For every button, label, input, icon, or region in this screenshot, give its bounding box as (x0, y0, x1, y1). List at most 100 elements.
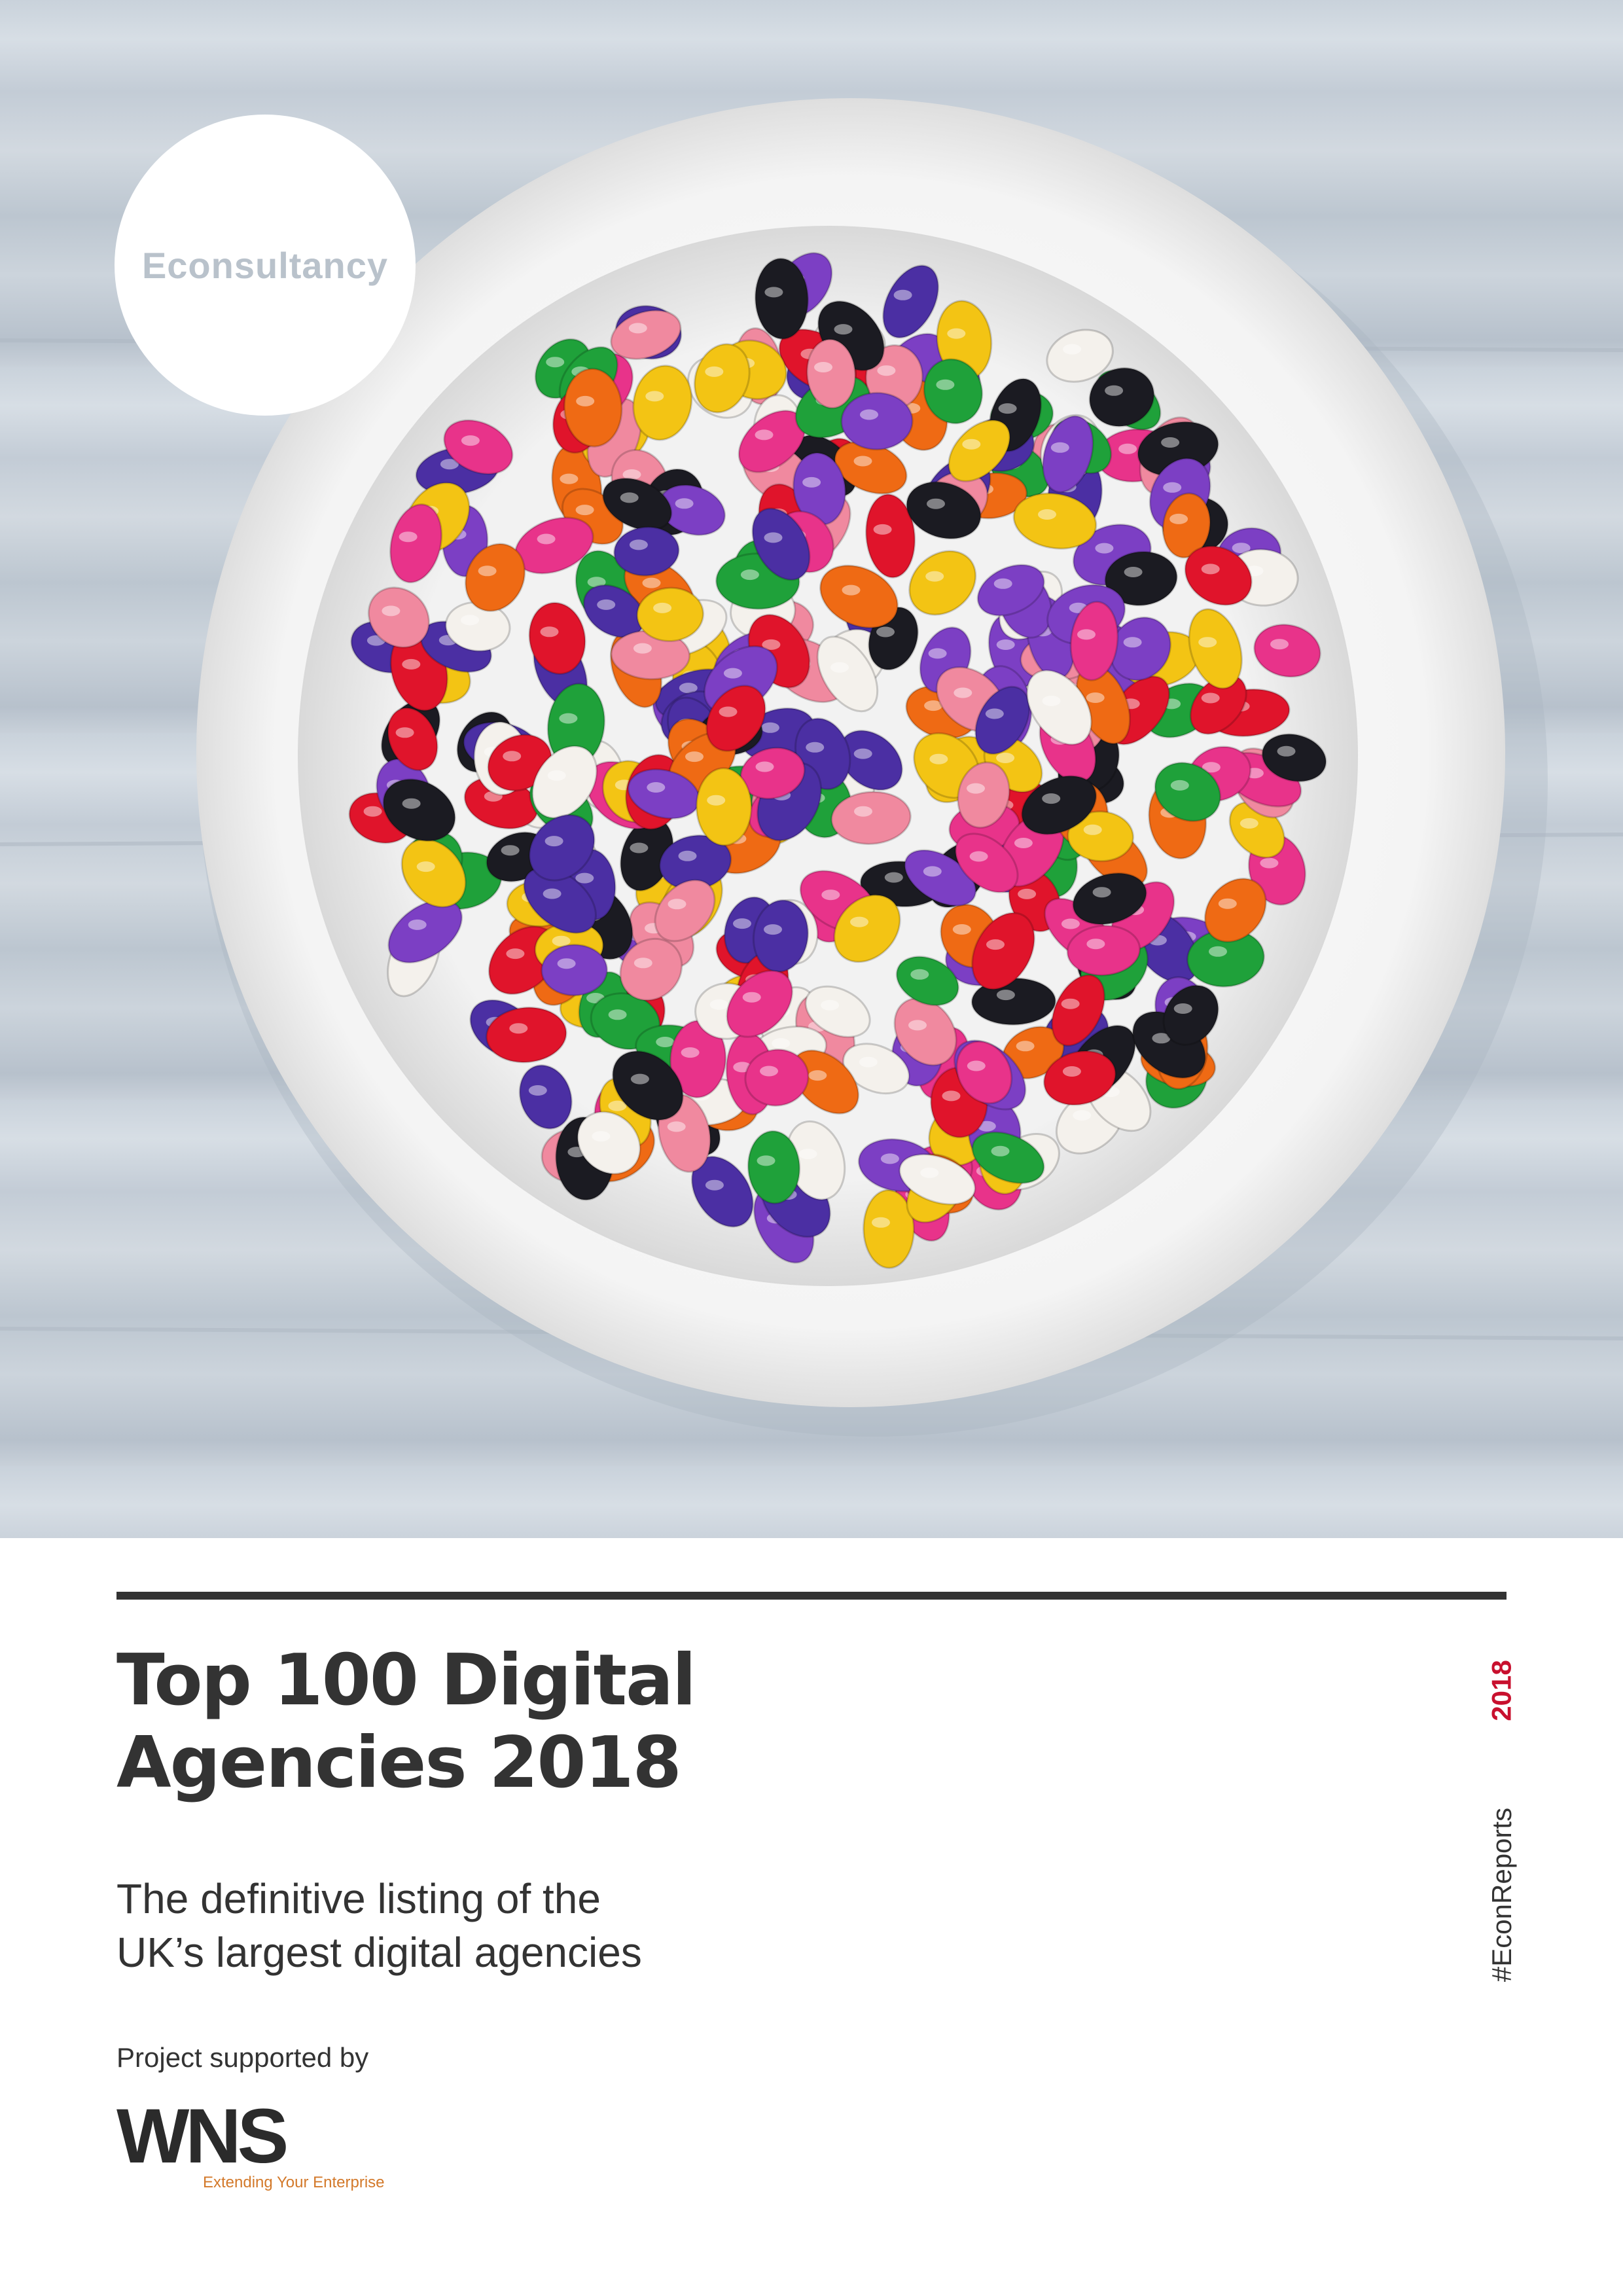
jelly-bean (840, 391, 914, 451)
jelly-bean-highlight (552, 935, 571, 946)
jelly-bean-highlight (872, 1217, 890, 1228)
jelly-bean-highlight (628, 323, 647, 334)
jelly-bean (1104, 550, 1178, 607)
jelly-bean (976, 564, 1045, 617)
jelly-bean (1072, 872, 1147, 925)
jelly-bean-highlight (1260, 857, 1279, 869)
jelly-bean (806, 338, 857, 409)
jelly-bean-highlight (1083, 824, 1102, 835)
jelly-bean (1046, 329, 1114, 383)
jelly-bean-highlight (842, 584, 861, 596)
jelly-bean-highlight (859, 1056, 878, 1067)
jelly-bean (1188, 608, 1243, 690)
jelly-bean-highlight (853, 748, 872, 759)
jelly-bean-highlight (642, 577, 661, 588)
jelly-bean (523, 867, 597, 934)
jelly-bean (955, 1040, 1013, 1105)
jelly-bean (528, 814, 596, 882)
jelly-bean (1189, 674, 1247, 735)
jelly-bean (726, 969, 794, 1038)
jelly-bean (485, 1006, 567, 1064)
side-year-text: 2018 (1486, 1660, 1517, 1721)
jelly-bean (842, 1043, 910, 1095)
jelly-bean-highlight (925, 571, 944, 582)
jelly-bean (1066, 924, 1141, 977)
jelly-bean-highlight (764, 532, 783, 543)
jelly-bean (1026, 669, 1093, 746)
jelly-bean-highlight (908, 1020, 927, 1031)
jelly-bean-highlight (993, 578, 1012, 589)
jelly-bean-highlight (860, 409, 878, 420)
title-line-2: Agencies 2018 (116, 1722, 682, 1804)
jelly-bean-highlight (1042, 793, 1061, 804)
jelly-bean-highlight (382, 605, 401, 617)
jelly-bean-highlight (757, 1155, 776, 1166)
jelly-bean (705, 685, 766, 752)
jelly-bean-highlight (1073, 1110, 1092, 1121)
jelly-bean-highlight (675, 498, 694, 509)
side-hashtag[interactable]: #EconReports (1476, 1797, 1528, 1993)
jelly-bean (830, 791, 912, 846)
jelly-bean-highlight (656, 1037, 675, 1047)
jelly-bean-highlight (681, 1047, 700, 1058)
jelly-bean-highlight (764, 287, 783, 298)
jelly-bean (528, 601, 586, 675)
wns-logo[interactable]: WNS Extending Your Enterprise (116, 2098, 398, 2202)
jelly-bean-highlight (440, 459, 459, 470)
jelly-bean-highlight (1163, 482, 1182, 493)
jelly-bean-highlight (1061, 998, 1080, 1009)
jelly-bean-highlight (1063, 344, 1082, 355)
jelly-bean-highlight (653, 602, 672, 613)
jelly-bean-highlight (954, 687, 972, 698)
jelly-bean (632, 365, 693, 441)
jelly-bean-highlight (924, 700, 943, 711)
jelly-bean-highlight (1124, 567, 1143, 577)
jelly-bean (1069, 601, 1119, 681)
jelly-bean (923, 358, 984, 425)
jelly-bean-highlight (920, 1167, 939, 1178)
jelly-bean-highlight (814, 362, 832, 372)
jelly-bean (908, 550, 977, 616)
wns-tagline: Extending Your Enterprise (203, 2174, 385, 2191)
jelly-bean (1043, 1050, 1116, 1106)
jelly-bean (819, 564, 899, 629)
subtitle-line-1: The definitive listing of the (116, 1875, 601, 1922)
jelly-bean (610, 309, 682, 360)
subtitle-line-2: UK’s largest digital agencies (116, 1929, 642, 1976)
jelly-bean (1253, 623, 1321, 678)
jelly-bean-highlight (707, 795, 726, 806)
jelly-bean-highlight (622, 469, 641, 480)
econsultancy-logo[interactable]: Econsultancy (115, 115, 416, 416)
jelly-bean-highlight (760, 722, 779, 733)
jelly-bean (899, 1153, 976, 1206)
jelly-bean-highlight (1062, 1066, 1081, 1077)
jelly-bean-highlight (1061, 918, 1080, 929)
jelly-bean-highlight (877, 365, 896, 376)
jelly-bean (1261, 733, 1327, 783)
jelly-bean-highlight (936, 379, 955, 390)
jelly-bean-highlight (1038, 509, 1056, 520)
jelly-bean-highlight (668, 899, 687, 910)
jelly-bean-highlight (1018, 888, 1037, 899)
jelly-bean-highlight (927, 498, 945, 509)
jelly-bean (541, 943, 609, 997)
jelly-bean-highlight (1152, 1033, 1171, 1044)
jelly-bean-highlight (947, 328, 966, 339)
jelly-bean-highlight (880, 1153, 899, 1164)
jelly-bean-highlight (923, 866, 942, 877)
jelly-bean-highlight (806, 742, 825, 753)
jelly-bean-highlight (1173, 1003, 1192, 1014)
jelly-bean-highlight (996, 639, 1015, 650)
jelly-bean-highlight (620, 492, 639, 503)
jelly-bean (954, 833, 1019, 893)
jelly-bean-highlight (597, 599, 616, 610)
jelly-bean-highlight (1050, 442, 1069, 453)
jelly-bean-highlight (1092, 887, 1111, 898)
jelly-bean-highlight (559, 713, 578, 724)
jelly-bean-highlight (893, 289, 912, 300)
jelly-bean (382, 778, 456, 842)
jelly-bean-highlight (986, 939, 1005, 950)
jelly-bean (654, 879, 716, 942)
jelly-bean-highlight (546, 357, 565, 368)
jelly-bean-highlight (416, 861, 435, 872)
